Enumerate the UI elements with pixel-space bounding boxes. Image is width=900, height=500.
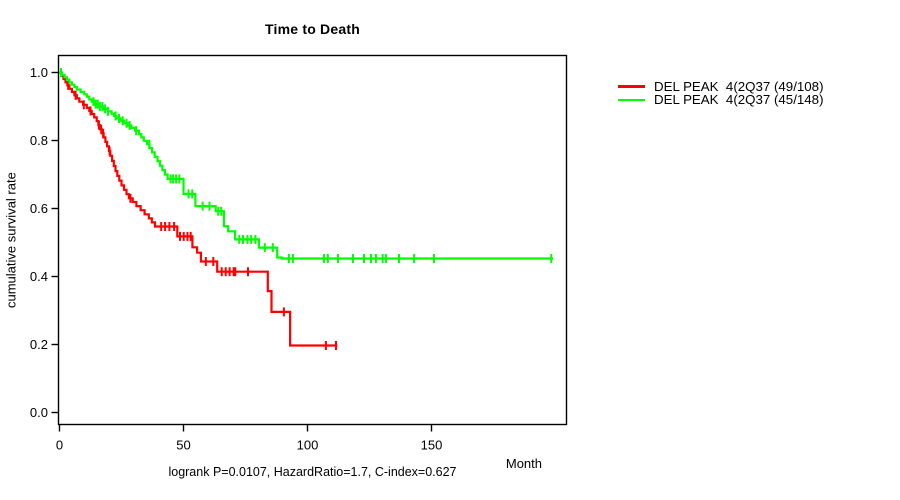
svg-text:0.6: 0.6 [30,201,48,216]
legend: DEL PEAK 4(2Q37 (49/108) DEL PEAK 4(2Q37… [618,80,824,107]
legend-label-group2: DEL PEAK 4(2Q37 (45/148) [654,92,824,108]
chart-title: Time to Death [265,21,360,37]
svg-text:0: 0 [56,438,63,453]
svg-text:0.8: 0.8 [30,133,48,148]
stats-footnote: logrank P=0.0107, HazardRatio=1.7, C-ind… [168,465,457,479]
legend-label-group1: DEL PEAK 4(2Q37 (49/108) [654,79,824,94]
legend-swatch-1 [618,98,645,102]
svg-text:50: 50 [176,438,190,453]
x-axis-label: Month [505,456,542,471]
svg-text:0.2: 0.2 [30,337,48,352]
svg-text:1.0: 1.0 [30,65,48,80]
svg-text:0.4: 0.4 [30,269,48,284]
legend-swatch-0 [618,85,645,88]
svg-text:150: 150 [421,438,443,453]
svg-text:100: 100 [297,438,319,453]
legend-item-group1: DEL PEAK 4(2Q37 (49/108) [618,80,824,93]
legend-item-group2: DEL PEAK 4(2Q37 (45/148) [618,92,824,108]
svg-text:0.0: 0.0 [30,405,48,420]
